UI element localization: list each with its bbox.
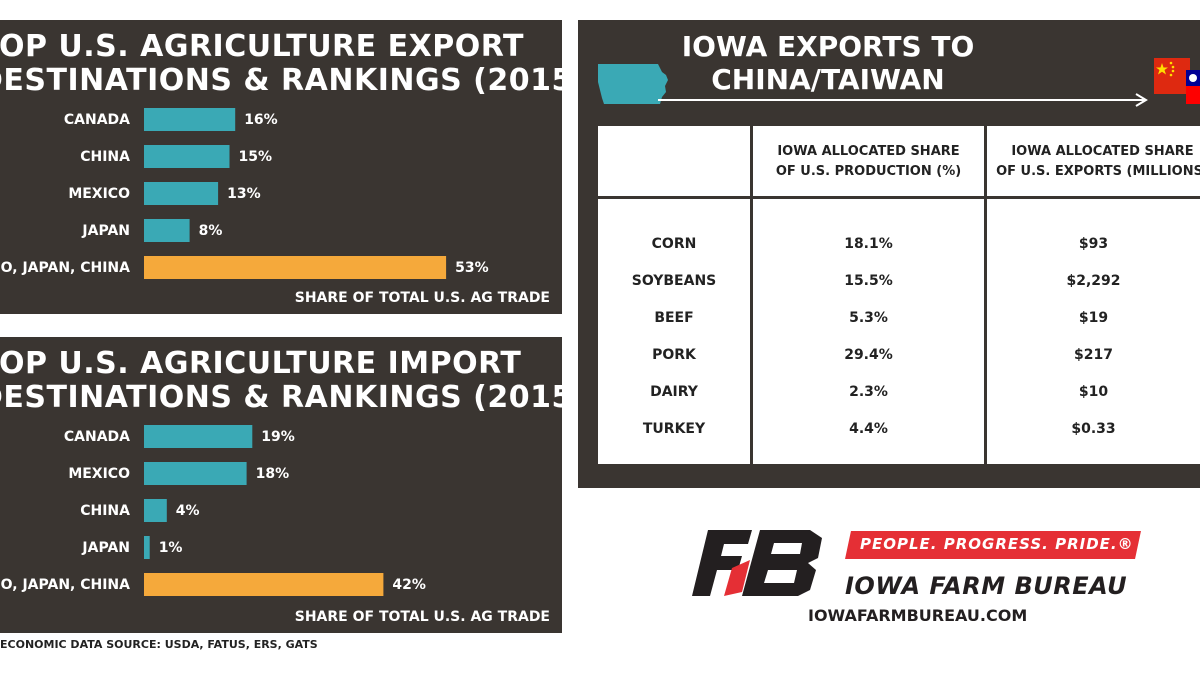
import-value-label: 42% — [392, 577, 426, 593]
tagline-text: PEOPLE. PROGRESS. PRIDE.® — [860, 535, 1134, 553]
iowa-title-line-2: CHINA/TAIWAN — [711, 63, 945, 96]
iowa-exports-table: IOWA ALLOCATED SHARE OF U.S. PRODUCTION … — [598, 126, 1200, 464]
iowa-map-icon — [598, 64, 668, 104]
import-category-label: CANADA — [64, 429, 130, 445]
commodity-cell: TURKEY — [642, 421, 706, 437]
import-bar — [144, 462, 247, 485]
exports-value-cell: $10 — [1078, 384, 1109, 400]
exports-header-line-2: OF U.S. EXPORTS (MILLIONS) — [996, 164, 1200, 179]
export-bar — [144, 219, 190, 242]
exports-value-cell: $93 — [1078, 236, 1109, 252]
iowa-exports-panel: IOWA EXPORTS TO CHINA/TAIWAN IOWA ALLOCA… — [578, 20, 1200, 488]
production-share-cell: 2.3% — [849, 384, 888, 400]
import-category-label: CANADA, MEXICO, JAPAN, CHINA — [0, 577, 130, 593]
export-bar — [144, 256, 447, 279]
production-share-cell: 15.5% — [844, 273, 893, 289]
export-bar — [144, 182, 219, 205]
export-chart-panel: TOP U.S. AGRICULTURE EXPORT DESTINATIONS… — [0, 20, 562, 314]
import-value-label: 4% — [176, 503, 200, 519]
import-chart-title: TOP U.S. AGRICULTURE IMPORT DESTINATIONS… — [0, 347, 562, 415]
exports-value-cell: $2,292 — [1066, 273, 1121, 289]
commodity-cell: PORK — [652, 347, 696, 363]
header-divider — [598, 196, 1200, 199]
export-value-label: 13% — [227, 186, 261, 202]
iowa-title-line-1: IOWA EXPORTS TO — [681, 30, 975, 63]
production-share-cell: 18.1% — [844, 236, 893, 252]
production-share-cell: 5.3% — [849, 310, 888, 326]
export-chart-title: TOP U.S. AGRICULTURE EXPORT DESTINATIONS… — [0, 30, 562, 98]
import-bar — [144, 425, 253, 448]
import-value-label: 18% — [256, 466, 290, 482]
import-title-line-2: DESTINATIONS & RANKINGS (2015) — [0, 380, 562, 415]
import-bar — [144, 499, 167, 522]
export-category-label: CHINA — [80, 149, 130, 165]
import-category-label: CHINA — [80, 503, 130, 519]
production-share-header: IOWA ALLOCATED SHARE OF U.S. PRODUCTION … — [753, 142, 984, 182]
production-share-cell: 4.4% — [849, 421, 888, 437]
export-value-label: 15% — [239, 149, 273, 165]
export-bar — [144, 145, 230, 168]
export-category-label: MEXICO — [68, 186, 130, 202]
import-chart-panel: TOP U.S. AGRICULTURE IMPORT DESTINATIONS… — [0, 337, 562, 633]
import-category-label: MEXICO — [68, 466, 130, 482]
export-bar — [144, 108, 236, 131]
commodity-cell: SOYBEANS — [631, 273, 717, 289]
export-category-label: CANADA, MEXICO, JAPAN, CHINA — [0, 260, 130, 276]
import-x-axis-label: SHARE OF TOTAL U.S. AG TRADE — [294, 609, 550, 625]
import-value-label: 1% — [159, 540, 183, 556]
export-x-axis-label: SHARE OF TOTAL U.S. AG TRADE — [294, 290, 550, 306]
column-divider — [750, 126, 753, 464]
import-value-label: 19% — [261, 429, 295, 445]
exports-share-header: IOWA ALLOCATED SHARE OF U.S. EXPORTS (MI… — [987, 142, 1200, 182]
production-header-line-1: IOWA ALLOCATED SHARE — [777, 144, 960, 159]
import-bar — [144, 536, 150, 559]
export-category-label: JAPAN — [81, 223, 130, 239]
import-title-line-1: TOP U.S. AGRICULTURE IMPORT — [0, 346, 522, 381]
import-bar — [144, 573, 384, 596]
exports-value-cell: $0.33 — [1071, 421, 1116, 437]
production-header-line-2: OF U.S. PRODUCTION (%) — [775, 164, 962, 179]
china-taiwan-flags-icon — [1154, 58, 1200, 104]
export-title-line-1: TOP U.S. AGRICULTURE EXPORT — [0, 29, 524, 64]
import-bar-chart: CANADA 19% MEXICO 18% CHINA 4% JAPAN 1% CANADA, … — [0, 425, 426, 596]
iowa-exports-title: IOWA EXPORTS TO CHINA/TAIWAN — [578, 30, 1078, 96]
commodity-cell: CORN — [651, 236, 697, 252]
iowa-farm-bureau-logo: PEOPLE. PROGRESS. PRIDE.® IOWA FARM BURE… — [690, 528, 1150, 628]
exports-header-line-1: IOWA ALLOCATED SHARE — [1011, 144, 1194, 159]
commodity-cell: DAIRY — [650, 384, 698, 400]
arrow-icon — [658, 93, 1148, 107]
import-category-label: JAPAN — [81, 540, 130, 556]
exports-value-cell: $217 — [1074, 347, 1113, 363]
export-title-line-2: DESTINATIONS & RANKINGS (2015) — [0, 63, 562, 98]
production-share-cell: 29.4% — [844, 347, 893, 363]
fb-logo-icon — [692, 530, 822, 596]
commodity-cell: BEEF — [654, 310, 694, 326]
export-value-label: 16% — [244, 112, 278, 128]
org-name: IOWA FARM BUREAU — [845, 572, 1128, 600]
source-note: ECONOMIC DATA SOURCE: USDA, FATUS, ERS, … — [0, 638, 318, 651]
export-bar-chart: CANADA 16% CHINA 15% MEXICO 13% JAPAN 8% CANADA,… — [0, 108, 489, 279]
export-value-label: 53% — [455, 260, 489, 276]
exports-value-cell: $19 — [1078, 310, 1109, 326]
column-divider — [984, 126, 987, 464]
export-category-label: CANADA — [64, 112, 130, 128]
export-value-label: 8% — [199, 223, 223, 239]
org-url: IOWAFARMBUREAU.COM — [808, 606, 1028, 625]
